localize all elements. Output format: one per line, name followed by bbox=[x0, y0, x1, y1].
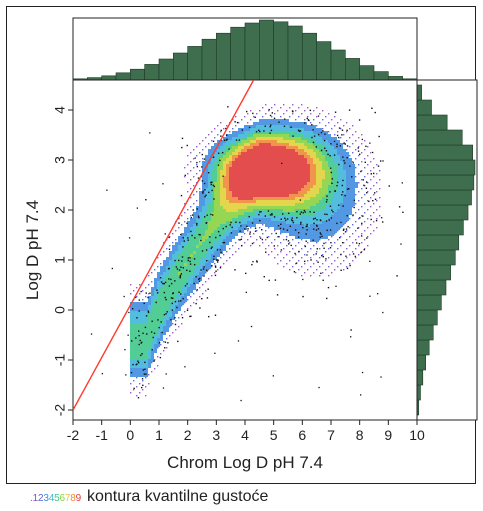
right-histogram-bar bbox=[416, 159, 476, 176]
legend-text: kontura kvantilne gustoće bbox=[86, 488, 269, 505]
top-histogram-bar bbox=[345, 58, 360, 81]
right-histogram-bar bbox=[416, 324, 434, 341]
right-histogram-bar bbox=[416, 84, 422, 101]
right-histogram-bar bbox=[416, 249, 456, 266]
right-histogram-bar bbox=[416, 114, 448, 131]
x-tick-label: 6 bbox=[298, 427, 306, 443]
x-tick-label: 5 bbox=[270, 427, 278, 443]
right-histogram-bar bbox=[416, 384, 421, 401]
top-histogram-bar bbox=[158, 58, 174, 81]
top-histogram-bar bbox=[173, 52, 188, 81]
right-histogram-bar bbox=[416, 99, 432, 116]
right-histogram-bar bbox=[416, 219, 464, 236]
y-tick-label: 4 bbox=[52, 106, 68, 114]
top-histogram-bar bbox=[115, 72, 131, 81]
top-histogram bbox=[72, 17, 418, 81]
x-axis-ticks: -2 -1 0 1 2 3 4 5 6 7 8 9 10 bbox=[67, 420, 425, 443]
x-tick-label: 2 bbox=[184, 427, 192, 443]
x-tick-label: 9 bbox=[384, 427, 392, 443]
top-histogram-bar bbox=[216, 32, 231, 81]
top-histogram-bar bbox=[359, 65, 375, 81]
top-histogram-bar bbox=[302, 32, 317, 81]
legend-digit: 6 bbox=[59, 493, 65, 504]
right-histogram-bar bbox=[416, 189, 472, 206]
legend-digit: 2 bbox=[37, 493, 44, 504]
legend-digit: 5 bbox=[54, 493, 60, 504]
legend-digit: 9 bbox=[75, 493, 82, 504]
x-tick-label: 3 bbox=[212, 427, 220, 443]
x-tick-label: 1 bbox=[155, 427, 163, 443]
legend-digit: 8 bbox=[70, 493, 76, 504]
y-tick-label: 2 bbox=[52, 206, 68, 214]
right-histogram-bar bbox=[416, 204, 469, 221]
x-tick-label: 4 bbox=[241, 427, 249, 443]
legend-digit: 3 bbox=[43, 493, 49, 504]
y-axis-ticks: -2 -1 0 1 2 3 4 bbox=[52, 106, 73, 416]
right-histogram-bar bbox=[416, 309, 438, 326]
right-histogram-bar bbox=[416, 369, 424, 386]
right-histogram bbox=[416, 79, 478, 421]
top-histogram-bar bbox=[101, 75, 117, 81]
top-histogram-bar bbox=[287, 25, 303, 81]
top-histogram-bar bbox=[259, 19, 274, 81]
top-histogram-bar bbox=[330, 49, 346, 81]
right-histogram-bar bbox=[416, 279, 447, 296]
y-tick-label: 0 bbox=[52, 306, 68, 314]
right-histogram-bar bbox=[416, 144, 473, 161]
y-tick-label: 1 bbox=[52, 256, 68, 264]
legend-digit: 7 bbox=[64, 493, 71, 504]
legend-digit: .1 bbox=[30, 493, 38, 504]
top-histogram-bar bbox=[230, 26, 246, 81]
right-histogram-bar bbox=[416, 129, 463, 146]
identity-line bbox=[72, 79, 255, 411]
right-histogram-bar bbox=[416, 294, 442, 311]
top-histogram-bar bbox=[130, 68, 145, 81]
x-axis-title: Chrom Log D pH 7.4 bbox=[167, 453, 323, 472]
right-histogram-bar bbox=[416, 234, 460, 251]
x-tick-label: -2 bbox=[67, 427, 80, 443]
y-axis-title: Log D pH 7.4 bbox=[23, 200, 42, 300]
y-tick-label: -2 bbox=[52, 404, 68, 417]
top-histogram-bar bbox=[273, 21, 289, 81]
right-histogram-bar bbox=[416, 264, 451, 281]
y-tick-label: 3 bbox=[52, 156, 68, 164]
top-histogram-bar bbox=[201, 38, 217, 81]
top-histogram-bar bbox=[316, 41, 332, 81]
x-tick-label: 8 bbox=[356, 427, 364, 443]
x-tick-label: -1 bbox=[95, 427, 108, 443]
top-histogram-bar bbox=[144, 64, 160, 81]
right-histogram-bar bbox=[416, 174, 475, 191]
x-tick-label: 0 bbox=[126, 427, 134, 443]
density-contours bbox=[130, 104, 381, 397]
right-histogram-bar bbox=[416, 354, 426, 371]
top-histogram-bar bbox=[373, 71, 389, 81]
top-histogram-bar bbox=[187, 46, 203, 81]
contour-legend: .123456789 kontura kvantilne gustoće bbox=[30, 488, 268, 508]
top-histogram-bar bbox=[244, 22, 260, 81]
legend-quantile-digits: .123456789 bbox=[30, 493, 81, 504]
x-tick-label: 10 bbox=[409, 427, 425, 443]
right-histogram-bar bbox=[416, 339, 430, 356]
legend-digit: 4 bbox=[48, 493, 55, 504]
y-tick-label: -1 bbox=[52, 354, 68, 367]
scatter-points bbox=[90, 106, 404, 402]
x-tick-label: 7 bbox=[327, 427, 335, 443]
top-histogram-bar bbox=[388, 76, 403, 81]
